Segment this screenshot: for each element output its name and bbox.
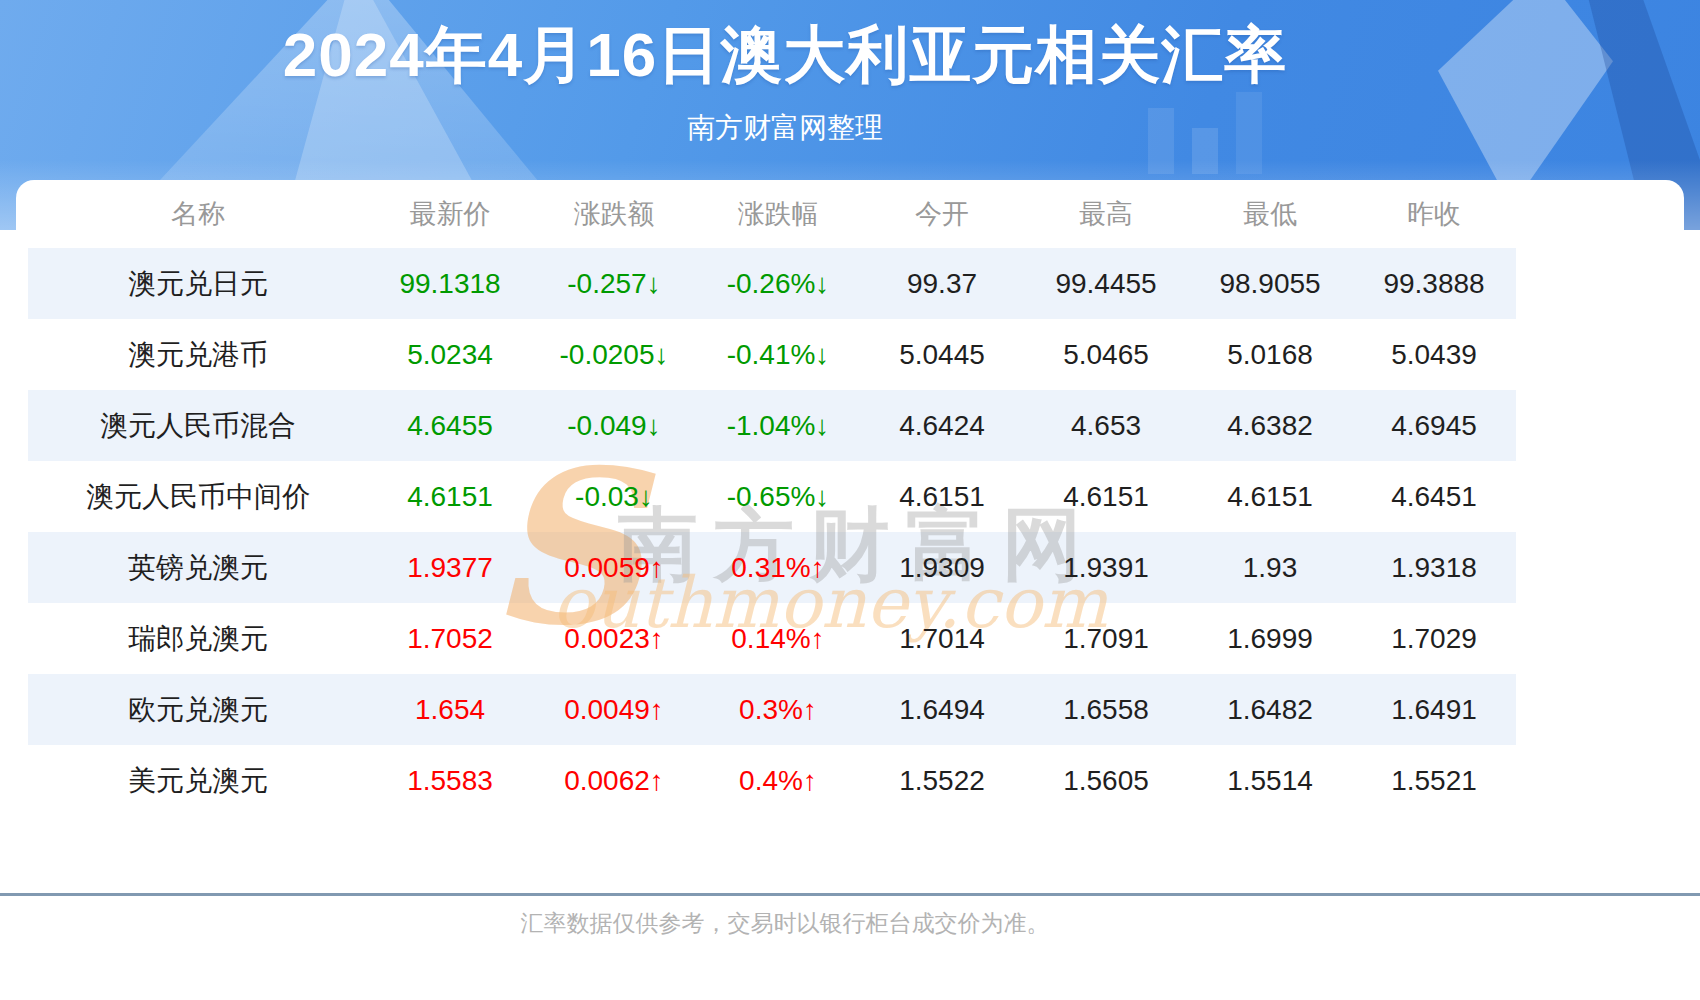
change-cell: -0.257↓ xyxy=(532,248,696,319)
high-cell: 1.6558 xyxy=(1024,674,1188,745)
pair-name-cell: 澳元兑日元 xyxy=(28,248,368,319)
prev-close-cell: 4.6451 xyxy=(1352,461,1516,532)
change-pct-cell: -1.04%↓ xyxy=(696,390,860,461)
change-pct-cell: -0.26%↓ xyxy=(696,248,860,319)
open-cell: 1.7014 xyxy=(860,603,1024,674)
column-header-low: 最低 xyxy=(1188,180,1352,248)
column-header-prev-close: 昨收 xyxy=(1352,180,1516,248)
high-cell: 4.6151 xyxy=(1024,461,1188,532)
pair-name-cell: 澳元人民币混合 xyxy=(28,390,368,461)
change-cell: 0.0023↑ xyxy=(532,603,696,674)
low-cell: 1.93 xyxy=(1188,532,1352,603)
page-title: 2024年4月16日澳大利亚元相关汇率 xyxy=(0,22,1570,87)
latest-price-cell: 1.9377 xyxy=(368,532,532,603)
latest-price-cell: 99.1318 xyxy=(368,248,532,319)
prev-close-cell: 1.7029 xyxy=(1352,603,1516,674)
table-row: 澳元人民币中间价 4.6151 -0.03↓ -0.65%↓ 4.6151 4.… xyxy=(28,461,1516,532)
latest-price-cell: 1.5583 xyxy=(368,745,532,816)
change-pct-cell: 0.4%↑ xyxy=(696,745,860,816)
prev-close-cell: 1.5521 xyxy=(1352,745,1516,816)
change-cell: -0.03↓ xyxy=(532,461,696,532)
prev-close-cell: 99.3888 xyxy=(1352,248,1516,319)
table-row: 澳元兑港币 5.0234 -0.0205↓ -0.41%↓ 5.0445 5.0… xyxy=(28,319,1516,390)
low-cell: 1.6482 xyxy=(1188,674,1352,745)
latest-price-cell: 1.654 xyxy=(368,674,532,745)
change-cell: 0.0049↑ xyxy=(532,674,696,745)
change-pct-cell: 0.31%↑ xyxy=(696,532,860,603)
table-row: 澳元兑日元 99.1318 -0.257↓ -0.26%↓ 99.37 99.4… xyxy=(28,248,1516,319)
open-cell: 5.0445 xyxy=(860,319,1024,390)
change-cell: -0.0205↓ xyxy=(532,319,696,390)
pair-name-cell: 美元兑澳元 xyxy=(28,745,368,816)
latest-price-cell: 4.6151 xyxy=(368,461,532,532)
column-header-high: 最高 xyxy=(1024,180,1188,248)
column-header-change: 涨跌额 xyxy=(532,180,696,248)
pair-name-cell: 英镑兑澳元 xyxy=(28,532,368,603)
prev-close-cell: 5.0439 xyxy=(1352,319,1516,390)
column-header-name: 名称 xyxy=(28,180,368,248)
high-cell: 1.7091 xyxy=(1024,603,1188,674)
change-pct-cell: 0.3%↑ xyxy=(696,674,860,745)
high-cell: 1.9391 xyxy=(1024,532,1188,603)
pair-name-cell: 欧元兑澳元 xyxy=(28,674,368,745)
pair-name-cell: 澳元兑港币 xyxy=(28,319,368,390)
column-header-latest: 最新价 xyxy=(368,180,532,248)
change-pct-cell: -0.65%↓ xyxy=(696,461,860,532)
table-header-row: 名称 最新价 涨跌额 涨跌幅 今开 最高 最低 昨收 xyxy=(28,180,1516,248)
high-cell: 1.5605 xyxy=(1024,745,1188,816)
prev-close-cell: 1.9318 xyxy=(1352,532,1516,603)
table-row: 瑞郎兑澳元 1.7052 0.0023↑ 0.14%↑ 1.7014 1.709… xyxy=(28,603,1516,674)
open-cell: 4.6424 xyxy=(860,390,1024,461)
rates-panel: 名称 最新价 涨跌额 涨跌幅 今开 最高 最低 昨收 澳元兑日元 99.1318… xyxy=(16,180,1684,894)
low-cell: 1.6999 xyxy=(1188,603,1352,674)
column-header-change-pct: 涨跌幅 xyxy=(696,180,860,248)
page-subtitle: 南方财富网整理 xyxy=(0,109,1570,147)
change-cell: 0.0062↑ xyxy=(532,745,696,816)
open-cell: 1.9309 xyxy=(860,532,1024,603)
high-cell: 5.0465 xyxy=(1024,319,1188,390)
pair-name-cell: 澳元人民币中间价 xyxy=(28,461,368,532)
high-cell: 4.653 xyxy=(1024,390,1188,461)
table-row: 英镑兑澳元 1.9377 0.0059↑ 0.31%↑ 1.9309 1.939… xyxy=(28,532,1516,603)
pair-name-cell: 瑞郎兑澳元 xyxy=(28,603,368,674)
open-cell: 4.6151 xyxy=(860,461,1024,532)
prev-close-cell: 1.6491 xyxy=(1352,674,1516,745)
exchange-rates-table: 名称 最新价 涨跌额 涨跌幅 今开 最高 最低 昨收 澳元兑日元 99.1318… xyxy=(28,180,1516,816)
change-pct-cell: -0.41%↓ xyxy=(696,319,860,390)
low-cell: 4.6151 xyxy=(1188,461,1352,532)
footer-divider xyxy=(0,893,1700,896)
footer-disclaimer: 汇率数据仅供参考，交易时以银行柜台成交价为准。 xyxy=(0,908,1700,939)
low-cell: 4.6382 xyxy=(1188,390,1352,461)
table-row: 欧元兑澳元 1.654 0.0049↑ 0.3%↑ 1.6494 1.6558 … xyxy=(28,674,1516,745)
change-cell: -0.049↓ xyxy=(532,390,696,461)
change-pct-cell: 0.14%↑ xyxy=(696,603,860,674)
high-cell: 99.4455 xyxy=(1024,248,1188,319)
table-row: 澳元人民币混合 4.6455 -0.049↓ -1.04%↓ 4.6424 4.… xyxy=(28,390,1516,461)
low-cell: 1.5514 xyxy=(1188,745,1352,816)
open-cell: 1.6494 xyxy=(860,674,1024,745)
table-row: 美元兑澳元 1.5583 0.0062↑ 0.4%↑ 1.5522 1.5605… xyxy=(28,745,1516,816)
latest-price-cell: 5.0234 xyxy=(368,319,532,390)
low-cell: 98.9055 xyxy=(1188,248,1352,319)
open-cell: 99.37 xyxy=(860,248,1024,319)
latest-price-cell: 4.6455 xyxy=(368,390,532,461)
latest-price-cell: 1.7052 xyxy=(368,603,532,674)
prev-close-cell: 4.6945 xyxy=(1352,390,1516,461)
change-cell: 0.0059↑ xyxy=(532,532,696,603)
column-header-open: 今开 xyxy=(860,180,1024,248)
open-cell: 1.5522 xyxy=(860,745,1024,816)
low-cell: 5.0168 xyxy=(1188,319,1352,390)
